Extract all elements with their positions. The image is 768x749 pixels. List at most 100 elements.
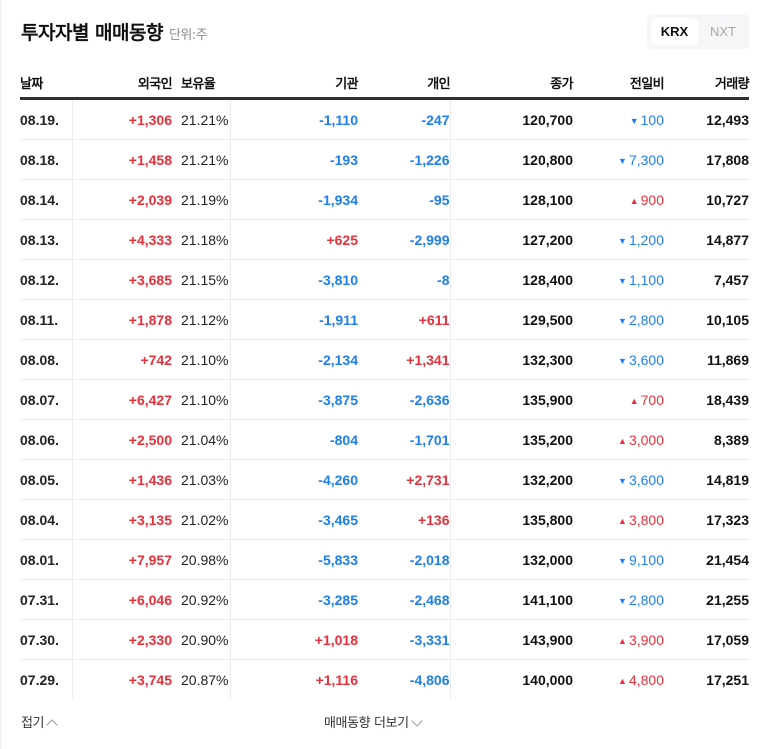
institution-net-cell: -3,810 <box>230 259 358 300</box>
triangle-up-icon: ▲ <box>618 515 627 526</box>
institution-net-cell: -1,911 <box>230 299 358 340</box>
date-cell: 08.04. <box>20 499 73 540</box>
institution-net-cell: -1,934 <box>230 179 358 220</box>
table-header-row: 날짜 외국인 보유율 기관 개인 종가 전일비 거래량 <box>20 68 750 100</box>
triangle-down-icon: ▼ <box>618 155 627 166</box>
individual-net-cell: +136 <box>358 499 451 540</box>
institution-net-cell: -2,134 <box>230 339 358 380</box>
collapse-button[interactable]: 접기 <box>21 712 58 731</box>
volume-cell: 17,808 <box>664 139 749 180</box>
change-cell: ▼ 7,300 <box>573 139 664 180</box>
close-price-cell: 132,200 <box>450 459 573 500</box>
col-foreign: 외국인 <box>72 68 173 100</box>
change-value: 4,800 <box>628 671 664 688</box>
triangle-up-icon: ▲ <box>618 675 627 686</box>
toggle-nxt[interactable]: NXT <box>710 24 736 39</box>
triangle-down-icon: ▼ <box>618 595 627 606</box>
holding-rate-cell: 21.19% <box>172 179 231 220</box>
col-change: 전일비 <box>573 68 665 100</box>
foreign-net-cell: +1,878 <box>72 299 172 340</box>
institution-net-cell: -1,110 <box>230 98 358 140</box>
volume-cell: 18,439 <box>664 379 749 420</box>
institution-net-cell: -5,833 <box>230 539 358 580</box>
table-row: 08.19. +1,306 21.21% -1,110 -247 120,700 ▼ 100 1… <box>20 98 749 140</box>
foreign-net-cell: +742 <box>72 339 172 380</box>
foreign-net-cell: +3,135 <box>72 499 172 540</box>
individual-net-cell: -3,331 <box>358 619 451 660</box>
date-cell: 08.13. <box>20 219 73 260</box>
close-price-cell: 135,800 <box>450 499 573 540</box>
foreign-net-cell: +2,039 <box>72 179 172 220</box>
volume-cell: 10,105 <box>664 299 749 340</box>
close-price-cell: 120,700 <box>450 98 573 140</box>
triangle-down-icon: ▼ <box>618 355 627 366</box>
date-cell: 08.18. <box>20 139 73 180</box>
col-institution: 기관 <box>230 68 359 100</box>
institution-net-cell: -193 <box>230 139 358 180</box>
close-price-cell: 141,100 <box>450 579 573 620</box>
date-cell: 07.30. <box>20 619 73 660</box>
volume-cell: 21,255 <box>664 579 749 620</box>
change-value: 1,200 <box>628 231 664 248</box>
triangle-up-icon: ▲ <box>629 195 639 206</box>
date-cell: 08.19. <box>20 98 73 140</box>
foreign-net-cell: +3,685 <box>72 259 172 300</box>
volume-cell: 14,819 <box>664 459 749 500</box>
collapse-label: 접기 <box>21 716 45 731</box>
holding-rate-cell: 20.92% <box>172 579 231 620</box>
table-row: 07.29. +3,745 20.87% +1,116 -4,806 140,000 ▲ 4,… <box>20 659 749 699</box>
volume-cell: 10,727 <box>664 179 749 220</box>
change-value: 900 <box>640 191 664 208</box>
market-toggle: KRX NXT <box>647 14 749 49</box>
change-value: 9,100 <box>628 551 664 568</box>
section-title: 투자자별 매매동향 <box>21 22 163 44</box>
individual-net-cell: -4,806 <box>358 659 451 699</box>
individual-net-cell: -2,636 <box>358 379 451 420</box>
change-value: 100 <box>640 111 664 128</box>
close-price-cell: 140,000 <box>522 671 573 688</box>
individual-net-cell: +1,341 <box>358 339 451 380</box>
holding-rate-cell: 21.21% <box>172 98 231 140</box>
individual-net-cell: -1,701 <box>358 419 451 460</box>
holding-rate-cell: 21.10% <box>172 379 231 420</box>
more-label: 매매동향 더보기 <box>324 716 409 731</box>
date-cell: 08.07. <box>20 379 73 420</box>
date-cell: 08.05. <box>20 459 73 500</box>
triangle-down-icon: ▼ <box>618 555 627 566</box>
date-cell: 07.29. <box>20 659 73 699</box>
individual-net-cell: -8 <box>358 259 451 300</box>
change-value: 3,600 <box>628 351 664 368</box>
change-cell: ▼ 2,800 <box>573 579 664 620</box>
close-price-cell: 128,100 <box>450 179 573 220</box>
institution-net-cell: +625 <box>230 219 358 260</box>
foreign-net-cell: +3,745 <box>128 671 172 688</box>
change-cell: ▲ 900 <box>573 179 664 220</box>
volume-cell: 17,323 <box>664 499 749 540</box>
change-cell: ▼ 3,600 <box>573 339 664 380</box>
volume-cell: 12,493 <box>664 98 749 140</box>
close-price-cell: 143,900 <box>450 619 573 660</box>
close-price-cell: 132,000 <box>450 539 573 580</box>
foreign-net-cell: +1,306 <box>72 98 172 140</box>
table-row: 08.04. +3,135 21.02% -3,465 +136 135,800 ▲ 3,80… <box>20 499 749 540</box>
toggle-krx[interactable]: KRX <box>651 18 698 45</box>
institution-net-cell: -3,875 <box>230 379 358 420</box>
col-close: 종가 <box>450 68 574 100</box>
change-cell: ▼ 9,100 <box>573 539 664 580</box>
date-cell: 08.08. <box>20 339 73 380</box>
chevron-up-icon <box>46 719 58 731</box>
change-cell: ▲ 3,800 <box>573 499 664 540</box>
close-price-cell: 128,400 <box>450 259 573 300</box>
close-price-cell: 127,200 <box>450 219 573 260</box>
table-row: 08.18. +1,458 21.21% -193 -1,226 120,800 ▼ 7,30… <box>20 139 749 180</box>
institution-net-cell: -4,260 <box>230 459 358 500</box>
individual-net-cell: -2,999 <box>358 219 451 260</box>
individual-net-cell: -2,018 <box>358 539 451 580</box>
change-value: 3,800 <box>628 511 664 528</box>
holding-rate-cell: 21.03% <box>172 459 231 500</box>
table-row: 08.06. +2,500 21.04% -804 -1,701 135,200 ▲ 3,00… <box>20 419 749 460</box>
investor-trading-table: 날짜 외국인 보유율 기관 개인 종가 전일비 거래량 08.19. +1,306… <box>20 68 750 699</box>
change-value: 3,600 <box>628 471 664 488</box>
holding-rate-cell: 20.98% <box>172 539 231 580</box>
more-trading-button[interactable]: 매매동향 더보기 <box>324 712 423 731</box>
